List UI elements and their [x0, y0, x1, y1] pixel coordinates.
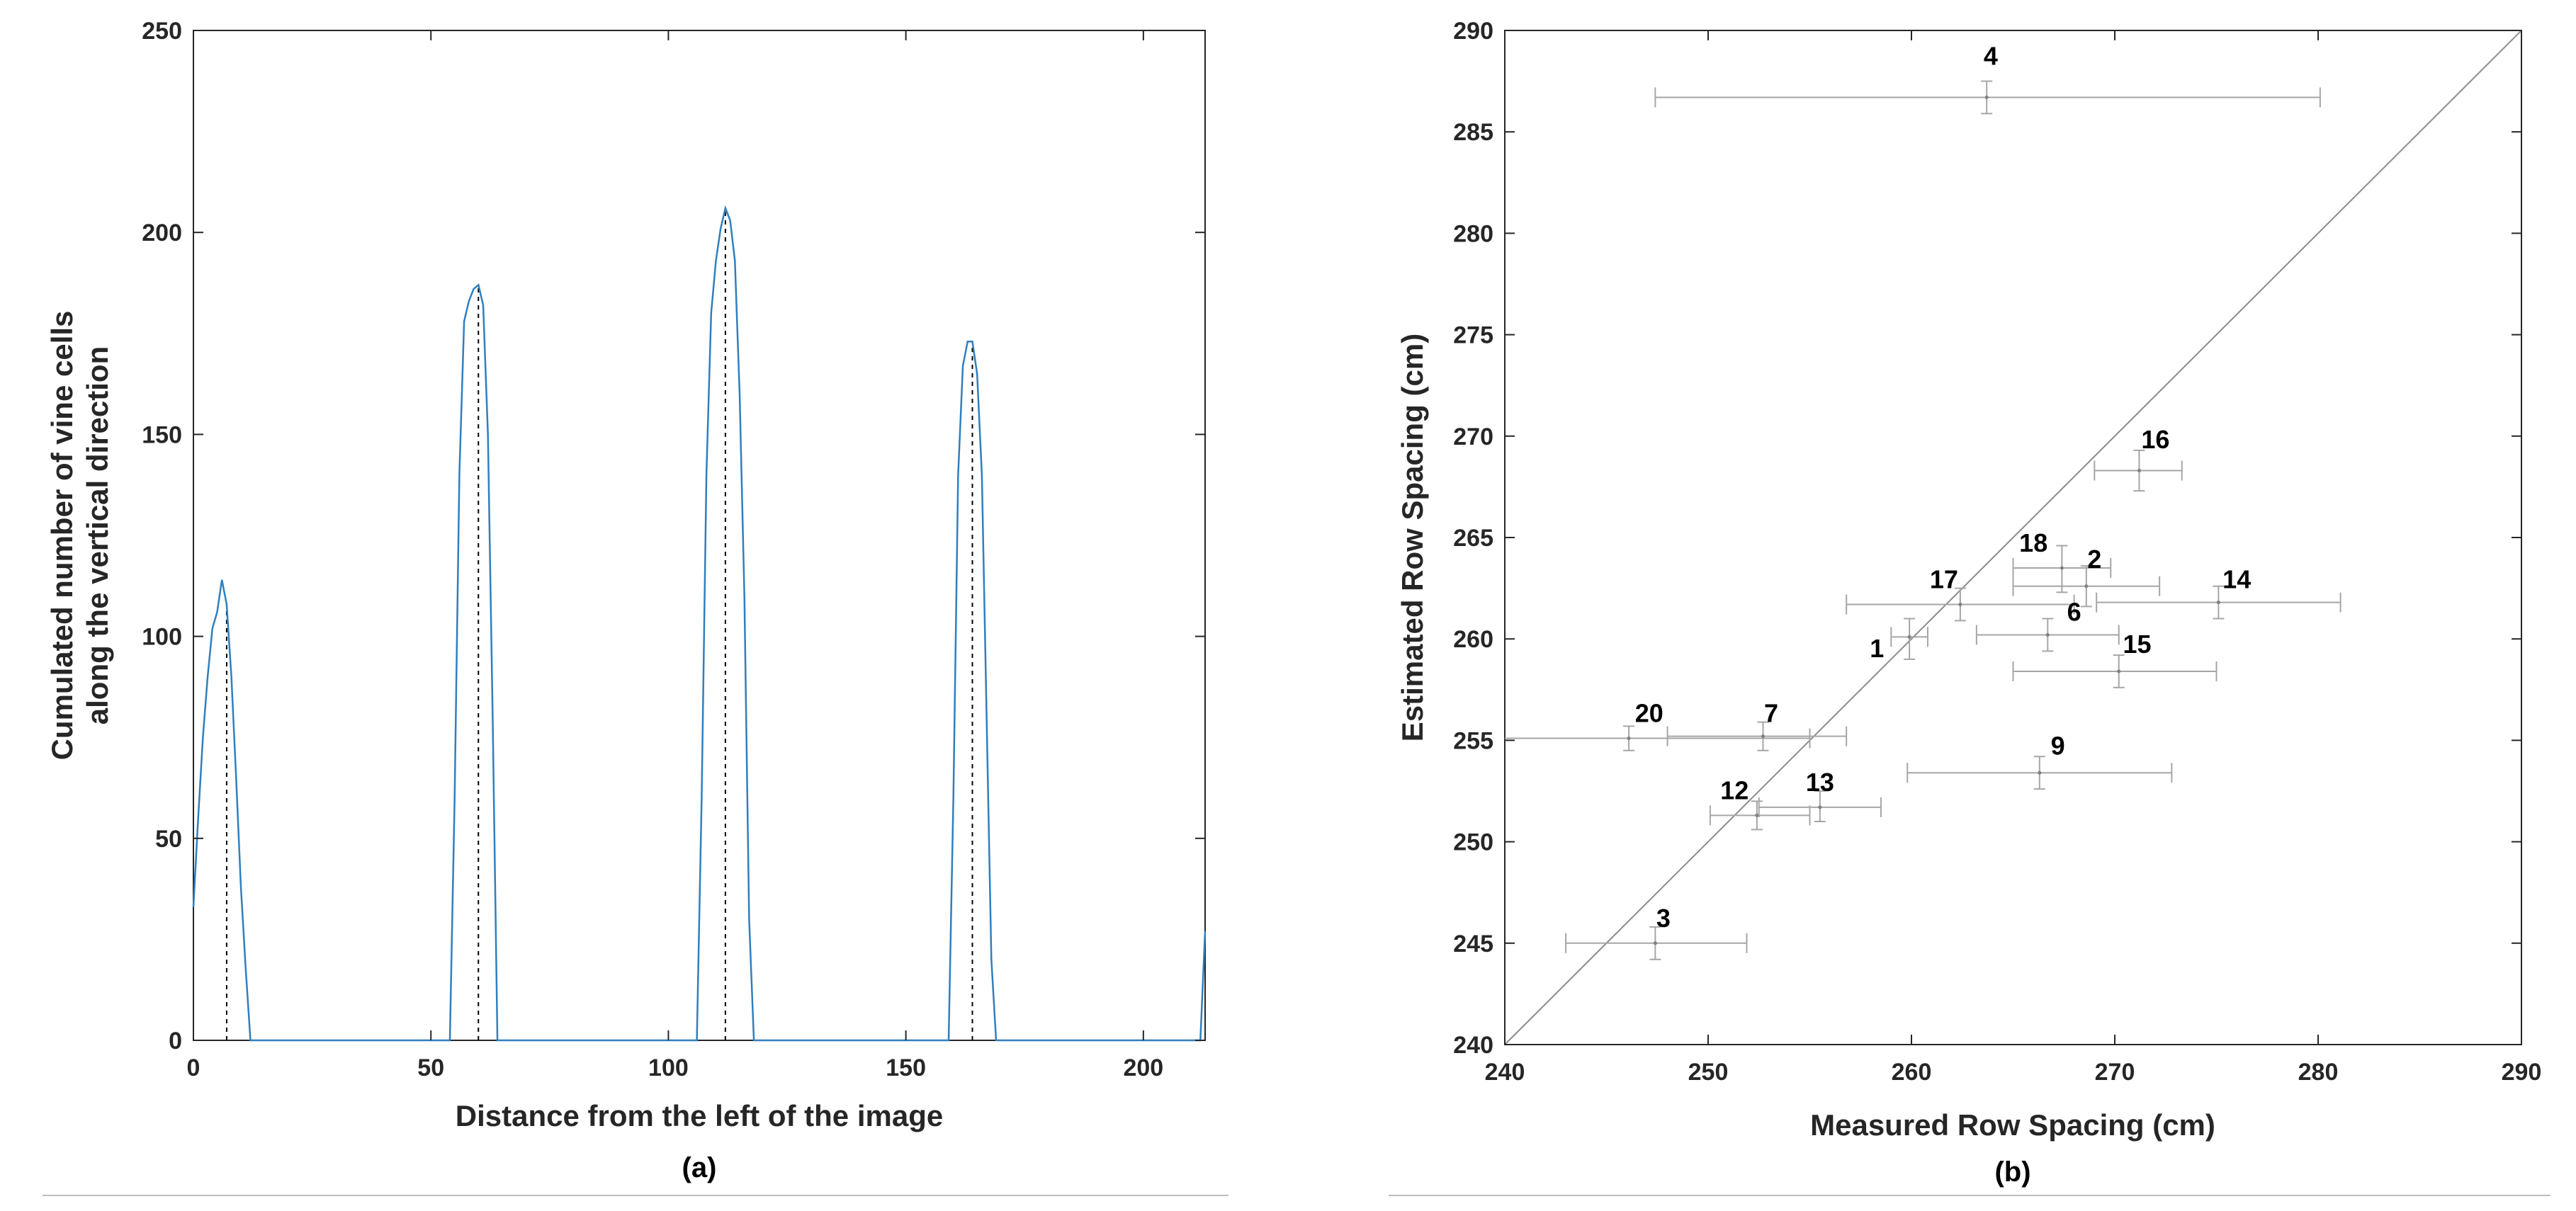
x-tick-label: 280 [2298, 1059, 2339, 1086]
y-tick-label: 50 [155, 826, 182, 853]
point-marker [2084, 584, 2089, 589]
y-tick-label: 240 [1453, 1032, 1493, 1059]
point-marker [2216, 601, 2220, 605]
point-marker [2137, 468, 2141, 472]
y-tick-label: 280 [1453, 220, 1493, 247]
point-marker [2117, 669, 2121, 673]
point-marker [1907, 635, 1911, 639]
data-point-1: 1 [1870, 618, 1928, 663]
y-tick-label: 290 [1453, 18, 1493, 45]
point-label: 17 [1930, 565, 1958, 594]
y-tick-label: 200 [142, 220, 182, 246]
y-tick-label: 285 [1453, 119, 1493, 146]
point-label: 20 [1635, 699, 1663, 728]
y-tick-label: 250 [142, 18, 182, 45]
point-label: 2 [2087, 545, 2101, 574]
y-tick-label: 260 [1453, 626, 1493, 653]
point-label: 14 [2222, 565, 2251, 594]
y-tick-label: 0 [169, 1028, 182, 1054]
data-point-14: 14 [2096, 565, 2341, 620]
chart-a-x-axis-label: Distance from the left of the image [456, 1099, 943, 1132]
y-tick-label: 275 [1453, 322, 1493, 349]
chart-a-y-ticks: 0 50 100 150 200 250 [142, 18, 1205, 1054]
point-label: 6 [2067, 597, 2081, 626]
x-tick-label: 150 [886, 1054, 926, 1081]
chart-b-y-axis-label: Estimated Row Spacing (cm) [1396, 334, 1429, 741]
data-point-6: 6 [1975, 597, 2120, 652]
point-marker [1755, 813, 1759, 817]
chart-a-plot-frame [193, 30, 1206, 1041]
point-label: 15 [2123, 630, 2152, 659]
point-label: 16 [2141, 425, 2169, 454]
data-point-17: 17 [1846, 565, 2075, 622]
data-point-3: 3 [1565, 904, 1748, 960]
chart-a-peak-lines [225, 207, 973, 1040]
y-tick-label: 245 [1453, 931, 1493, 957]
point-marker [2045, 632, 2050, 637]
point-marker [2038, 771, 2042, 775]
x-tick-label: 290 [2502, 1059, 2542, 1086]
chart-a: 0 50 100 150 200 0 50 100 150 200 250 Distance fr… [43, 18, 1228, 1196]
data-point-7: 7 [1666, 699, 1848, 751]
data-point-4: 4 [1654, 42, 2321, 115]
point-marker [1984, 96, 1989, 100]
chart-b-x-axis-label: Measured Row Spacing (cm) [1810, 1108, 2215, 1142]
x-tick-label: 200 [1123, 1054, 1163, 1081]
data-point-2: 2 [2012, 545, 2161, 608]
point-label: 18 [2019, 528, 2047, 557]
data-point-20: 20 [1505, 699, 1811, 751]
x-tick-label: 270 [2095, 1059, 2135, 1086]
data-point-18: 18 [2012, 528, 2112, 593]
y-tick-label: 270 [1453, 423, 1493, 450]
x-tick-label: 50 [417, 1054, 444, 1081]
point-label: 1 [1870, 634, 1884, 663]
y-tick-label: 265 [1453, 525, 1493, 552]
chart-a-caption: (a) [682, 1152, 717, 1183]
chart-b-y-ticks: 240 245 250 255 260 265 270 275 280 285 290 [1453, 18, 2521, 1059]
x-tick-label: 100 [648, 1054, 689, 1081]
point-label: 9 [2051, 731, 2065, 760]
chart-b-identity-line [1504, 30, 2522, 1045]
y-tick-label: 250 [1453, 829, 1493, 856]
point-label: 7 [1764, 699, 1778, 728]
y-tick-label: 100 [142, 624, 182, 651]
chart-b-points: 4 16 18 2 17 14 6 1 15 20 7 9 13 12 3 [1505, 42, 2341, 960]
x-tick-label: 0 [187, 1054, 200, 1081]
y-tick-label: 150 [142, 421, 182, 448]
point-label: 12 [1720, 775, 1749, 805]
point-marker [1958, 603, 1962, 607]
data-point-12: 12 [1709, 775, 1811, 831]
point-marker [1818, 805, 1822, 809]
point-marker [1761, 734, 1765, 739]
point-label: 4 [1984, 42, 1998, 71]
chart-a-y-axis-label-line1: Cumulated number of vine cells [45, 311, 79, 761]
data-point-15: 15 [2012, 630, 2218, 688]
series-line [192, 205, 1207, 1042]
chart-a-x-ticks: 0 50 100 150 200 [187, 30, 1163, 1081]
point-marker [1627, 737, 1631, 741]
chart-b-caption: (b) [1994, 1156, 2030, 1188]
point-label: 3 [1656, 904, 1671, 933]
data-point-16: 16 [2094, 425, 2183, 492]
x-tick-label: 250 [1688, 1059, 1729, 1086]
data-point-9: 9 [1906, 731, 2173, 790]
point-marker [1653, 941, 1657, 945]
chart-b-x-ticks: 240 250 260 270 280 290 [1485, 30, 2542, 1086]
point-label: 13 [1806, 768, 1834, 797]
x-tick-label: 240 [1485, 1059, 1525, 1086]
chart-a-series [192, 205, 1207, 1042]
x-tick-label: 260 [1892, 1059, 1932, 1086]
chart-a-y-axis-label-line2: along the vertical direction [81, 346, 114, 724]
y-tick-label: 255 [1453, 727, 1493, 754]
point-marker [2060, 566, 2064, 570]
